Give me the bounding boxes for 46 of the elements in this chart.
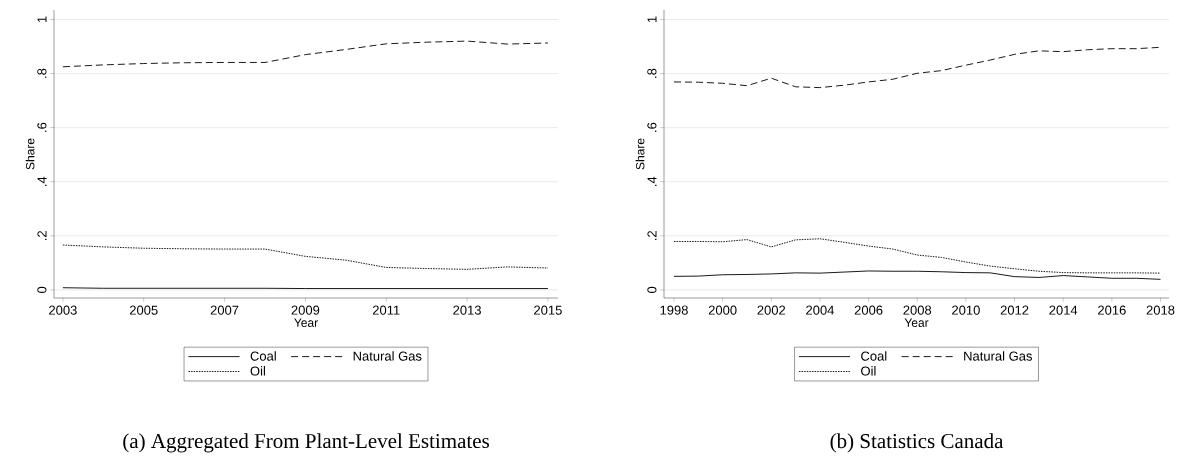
x-tick-label: 1998 [660,305,688,315]
legend-label: Oil [861,366,876,376]
legend-label: Coal [250,351,276,361]
x-tick-label: 2000 [708,305,737,315]
y-tick-label: 1 [37,16,47,23]
text: (b) Statistics Canada [830,433,1004,453]
line-series [62,40,549,68]
x-tick-label: 2014 [1049,305,1078,315]
y-axis-title: Share [635,138,645,170]
x-tick-label: 2003 [49,305,77,315]
x-tick-label: 2010 [952,305,980,315]
x-tick-label: 2015 [534,305,562,315]
y-tick-label: 0 [647,286,657,293]
line-series [673,270,1161,280]
y-tick-label: 0 [37,286,47,293]
x-tick-label: 2005 [129,305,158,315]
y-tick-label: .2 [37,231,47,241]
y-tick-label: .2 [647,231,657,241]
line-series [673,46,1161,89]
x-tick-label: 2004 [806,305,834,315]
legend-label: Oil [250,366,265,376]
y-tick-label: 1 [647,16,657,23]
y-tick-label: .4 [647,176,657,186]
x-axis-title: Year [904,318,929,327]
x-tick-label: 2006 [854,305,883,315]
y-tick-label: .6 [647,122,657,132]
x-tick-label: 2009 [291,305,320,315]
legend-label: Natural Gas [964,351,1032,361]
x-tick-label: 2018 [1146,305,1175,315]
y-tick-label: .8 [647,68,657,78]
y-tick-label: .4 [37,176,47,186]
x-tick-label: 2007 [210,305,239,315]
x-tick-label: 2016 [1098,305,1126,315]
x-tick-label: 2013 [453,305,481,315]
line-series [62,244,549,270]
x-tick-label: 2011 [372,305,400,315]
x-tick-label: 2002 [757,305,786,315]
y-tick-label: .6 [37,122,47,132]
legend-label: Coal [861,351,887,361]
text: (a) Aggregated From Plant-Level Estimates [123,433,489,453]
x-tick-label: 2008 [903,305,932,315]
x-tick-label: 2012 [1000,305,1029,315]
x-axis-title: Year [294,318,318,327]
legend-label: Natural Gas [353,351,422,361]
y-tick-label: .8 [37,68,47,78]
y-axis-title: Share [25,138,35,170]
